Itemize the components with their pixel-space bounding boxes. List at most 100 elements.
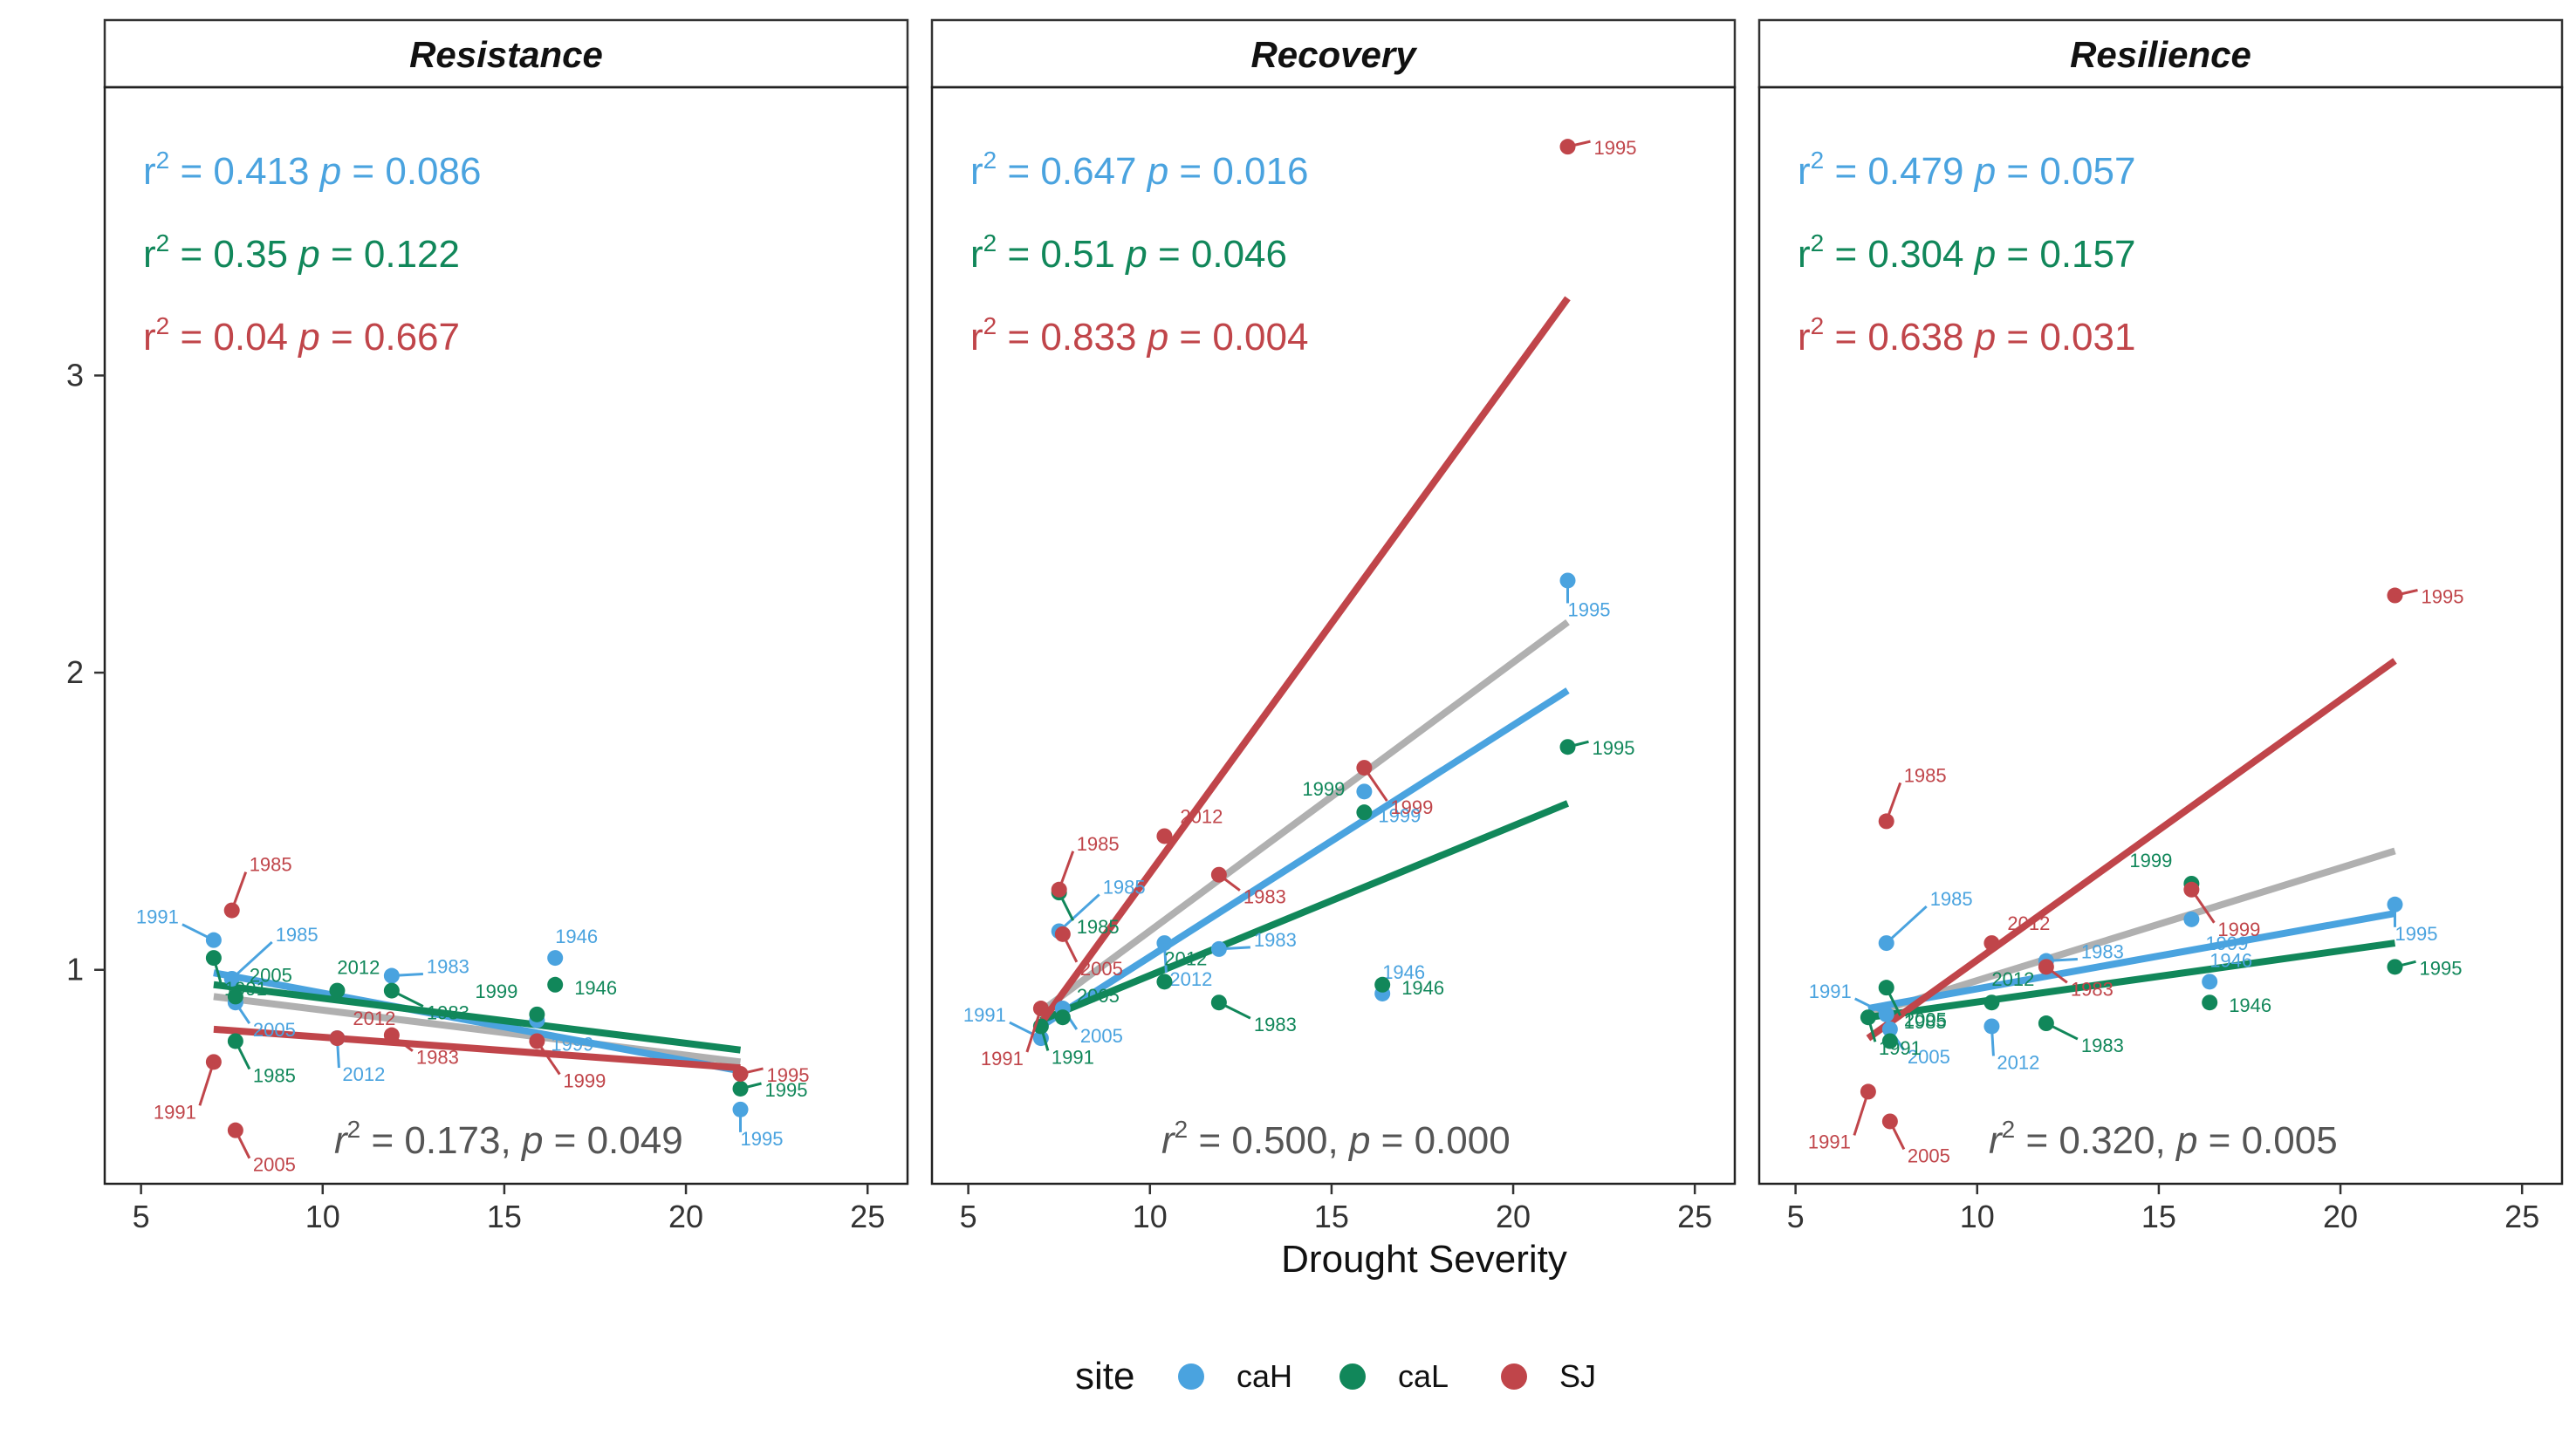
year-label: 1991 xyxy=(963,1004,1006,1026)
year-label: 1995 xyxy=(765,1079,808,1101)
point-caL xyxy=(1881,1033,1898,1049)
year-label: 1985 xyxy=(250,854,292,876)
stat-r: r xyxy=(970,233,983,276)
stat-sup: 2 xyxy=(983,229,997,256)
x-tick-label: 5 xyxy=(133,1199,150,1234)
stat-r2-value: = 0.833 xyxy=(997,316,1147,359)
year-label-leader xyxy=(2394,589,2418,597)
year-label-leader xyxy=(212,957,223,983)
legend-key-SJ xyxy=(1501,1363,1527,1390)
stat-r: r xyxy=(143,316,156,359)
stat-r2-value: = 0.413 xyxy=(169,150,319,193)
year-label: 1995 xyxy=(767,1064,810,1086)
year-label: 1991 xyxy=(136,906,179,928)
year-label: 1985 xyxy=(1103,876,1146,898)
year-label: 1946 xyxy=(555,926,598,947)
overall-p: p xyxy=(1347,1119,1370,1162)
year-label: 2005 xyxy=(250,964,292,986)
stat-caH: r2 = 0.479 p = 0.057 xyxy=(1798,147,2135,193)
year-label-leader xyxy=(1009,1021,1042,1040)
year-label: 1991 xyxy=(1808,1131,1851,1152)
stat-p: p xyxy=(1973,233,1996,276)
overall-r: r xyxy=(334,1119,349,1162)
year-label: 1999 xyxy=(1302,778,1345,800)
stat-r: r xyxy=(1798,316,1811,359)
stat-caH: r2 = 0.413 p = 0.086 xyxy=(143,147,481,193)
year-label-leader xyxy=(2394,960,2416,968)
legend-title: site xyxy=(1075,1355,1134,1398)
x-tick-label: 20 xyxy=(1496,1199,1531,1234)
point-caH xyxy=(547,950,564,967)
stat-p: p xyxy=(1146,150,1168,193)
year-label-leader xyxy=(234,1130,251,1159)
year-label-leader xyxy=(1039,1026,1050,1051)
stat-r2-value: = 0.51 xyxy=(997,233,1126,276)
year-label-leader xyxy=(391,973,423,978)
overall-r: r xyxy=(1989,1119,2004,1162)
stat-r: r xyxy=(1798,150,1811,193)
point-caL xyxy=(529,1006,545,1022)
point-caL xyxy=(1156,974,1173,990)
stat-p-value: = 0.046 xyxy=(1148,233,1287,276)
y-axis: 1 2 3 xyxy=(66,357,105,988)
year-label: 1983 xyxy=(416,1047,459,1069)
year-label: 1985 xyxy=(276,924,319,946)
legend-key-caL xyxy=(1339,1363,1366,1390)
year-label: 2012 xyxy=(1169,968,1212,990)
year-label-leader xyxy=(2045,958,2078,963)
year-label: 2012 xyxy=(1991,968,2034,990)
y-tick-label: 1 xyxy=(66,952,84,988)
stat-p: p xyxy=(1973,316,1996,359)
stat-r2-value: = 0.638 xyxy=(1824,316,1974,359)
year-label: 1985 xyxy=(1077,833,1120,855)
overall-p-value: = 0.000 xyxy=(1370,1119,1510,1162)
year-label-leader xyxy=(390,1034,414,1052)
fit-line-caH xyxy=(1867,910,2396,1012)
x-tick-label: 20 xyxy=(668,1199,703,1234)
year-label: 1985 xyxy=(253,1064,296,1086)
fit-line-caH xyxy=(213,969,742,1075)
plot-frame xyxy=(930,85,1737,1186)
point-caH xyxy=(1356,783,1373,800)
year-label-leader xyxy=(1162,942,1168,974)
stat-sup: 2 xyxy=(1811,312,1825,339)
x-tick-label: 10 xyxy=(305,1199,340,1234)
overall-sup: 2 xyxy=(1175,1116,1189,1143)
point-SJ xyxy=(1983,935,2000,952)
x-tick-label: 15 xyxy=(487,1199,522,1234)
stat-p-value: = 0.086 xyxy=(341,150,481,193)
year-label: 2012 xyxy=(353,1008,395,1029)
stat-r: r xyxy=(143,150,156,193)
year-label: 2005 xyxy=(1904,1008,1947,1030)
year-label-leader xyxy=(1363,767,1388,802)
point-caL xyxy=(329,982,346,999)
fit-line-caL xyxy=(1039,800,1570,1024)
stat-SJ: r2 = 0.638 p = 0.031 xyxy=(1798,312,2135,359)
year-label-leader xyxy=(2045,966,2068,984)
stat-sup: 2 xyxy=(1811,147,1825,174)
year-label: 1983 xyxy=(427,1002,469,1024)
year-label: 1999 xyxy=(551,1034,593,1056)
stat-sup: 2 xyxy=(156,147,170,174)
point-SJ xyxy=(1156,828,1173,844)
stat-sup: 2 xyxy=(156,312,170,339)
year-label-leader xyxy=(1218,946,1250,951)
stat-sup: 2 xyxy=(1811,229,1825,256)
year-label-leader xyxy=(1888,1120,1906,1151)
x-tick-label: 25 xyxy=(1677,1199,1712,1234)
year-label: 1999 xyxy=(563,1070,606,1091)
point-caL xyxy=(227,988,243,1005)
point-caL xyxy=(547,976,564,993)
stat-r2-value: = 0.04 xyxy=(169,316,298,359)
stat-r2-value: = 0.647 xyxy=(997,150,1147,193)
overall-p-value: = 0.005 xyxy=(2197,1119,2337,1162)
year-label-leader xyxy=(1058,851,1075,891)
fit-line-caH xyxy=(1038,687,1570,1029)
stat-r: r xyxy=(970,150,983,193)
year-label-leader xyxy=(1061,933,1079,963)
stat-sup: 2 xyxy=(156,229,170,256)
year-label-leader xyxy=(740,1067,764,1076)
x-tick-label: 20 xyxy=(2323,1199,2358,1234)
year-label: 2012 xyxy=(2007,912,2050,934)
overall-sup: 2 xyxy=(2002,1116,2016,1143)
